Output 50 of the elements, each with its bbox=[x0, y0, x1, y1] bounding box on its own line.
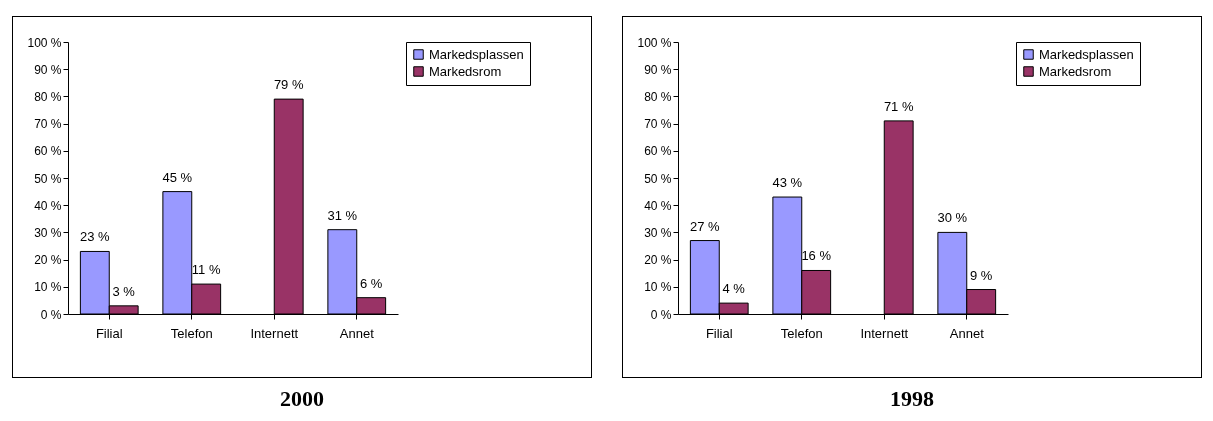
y-tick-label: 60 % bbox=[34, 144, 62, 159]
x-tick-label: Internett bbox=[250, 325, 299, 341]
y-tick-label: 10 % bbox=[644, 280, 672, 295]
y-tick-label: 10 % bbox=[34, 280, 62, 295]
y-tick-label: 50 % bbox=[644, 171, 672, 186]
text: 2000 bbox=[280, 386, 324, 412]
y-tick-label: 80 % bbox=[34, 89, 62, 104]
y-tick-label: 40 % bbox=[644, 198, 672, 213]
data-label: 31 % bbox=[327, 207, 358, 223]
y-tick-label: 100 % bbox=[27, 35, 62, 50]
x-tick-label: Filial bbox=[705, 325, 733, 341]
data-label: 6 % bbox=[359, 275, 383, 291]
x-tick-label: Internett bbox=[860, 325, 909, 341]
data-label: 71 % bbox=[883, 98, 914, 114]
data-label: 4 % bbox=[722, 281, 746, 297]
x-tick-label: Annet bbox=[949, 325, 985, 341]
data-label: 16 % bbox=[801, 248, 832, 264]
y-tick-label: 30 % bbox=[34, 225, 62, 240]
y-tick-label: 0 % bbox=[650, 307, 672, 322]
y-tick-label: 20 % bbox=[34, 253, 62, 268]
y-tick-label: 70 % bbox=[644, 117, 672, 132]
legend-label: Markedsrom bbox=[429, 63, 502, 79]
y-tick-label: 40 % bbox=[34, 198, 62, 213]
data-label: 43 % bbox=[772, 175, 803, 191]
y-tick-label: 80 % bbox=[644, 89, 672, 104]
y-tick-label: 0 % bbox=[40, 307, 62, 322]
data-label: 9 % bbox=[969, 267, 993, 283]
x-tick-label: Telefon bbox=[780, 325, 823, 341]
data-label: 45 % bbox=[162, 169, 193, 185]
y-tick-label: 90 % bbox=[34, 62, 62, 77]
x-tick-label: Telefon bbox=[170, 325, 213, 341]
legend-label: Markedsplassen bbox=[429, 46, 524, 62]
x-tick-label: Filial bbox=[95, 325, 123, 341]
y-tick-label: 100 % bbox=[637, 35, 672, 50]
y-tick-label: 20 % bbox=[644, 253, 672, 268]
data-label: 27 % bbox=[689, 218, 721, 234]
text: 1998 bbox=[890, 386, 934, 412]
legend-label: Markedsrom bbox=[1039, 63, 1112, 79]
y-tick-label: 50 % bbox=[34, 171, 62, 186]
y-tick-label: 70 % bbox=[34, 117, 62, 132]
data-label: 30 % bbox=[937, 210, 968, 226]
y-tick-label: 30 % bbox=[644, 225, 672, 240]
data-label: 79 % bbox=[273, 77, 304, 93]
data-label: 11 % bbox=[191, 262, 221, 278]
data-label: 23 % bbox=[79, 229, 111, 245]
x-tick-label: Annet bbox=[339, 325, 375, 341]
y-tick-label: 60 % bbox=[644, 144, 672, 159]
y-tick-label: 90 % bbox=[644, 62, 672, 77]
data-label: 3 % bbox=[112, 283, 136, 299]
legend-label: Markedsplassen bbox=[1039, 46, 1134, 62]
